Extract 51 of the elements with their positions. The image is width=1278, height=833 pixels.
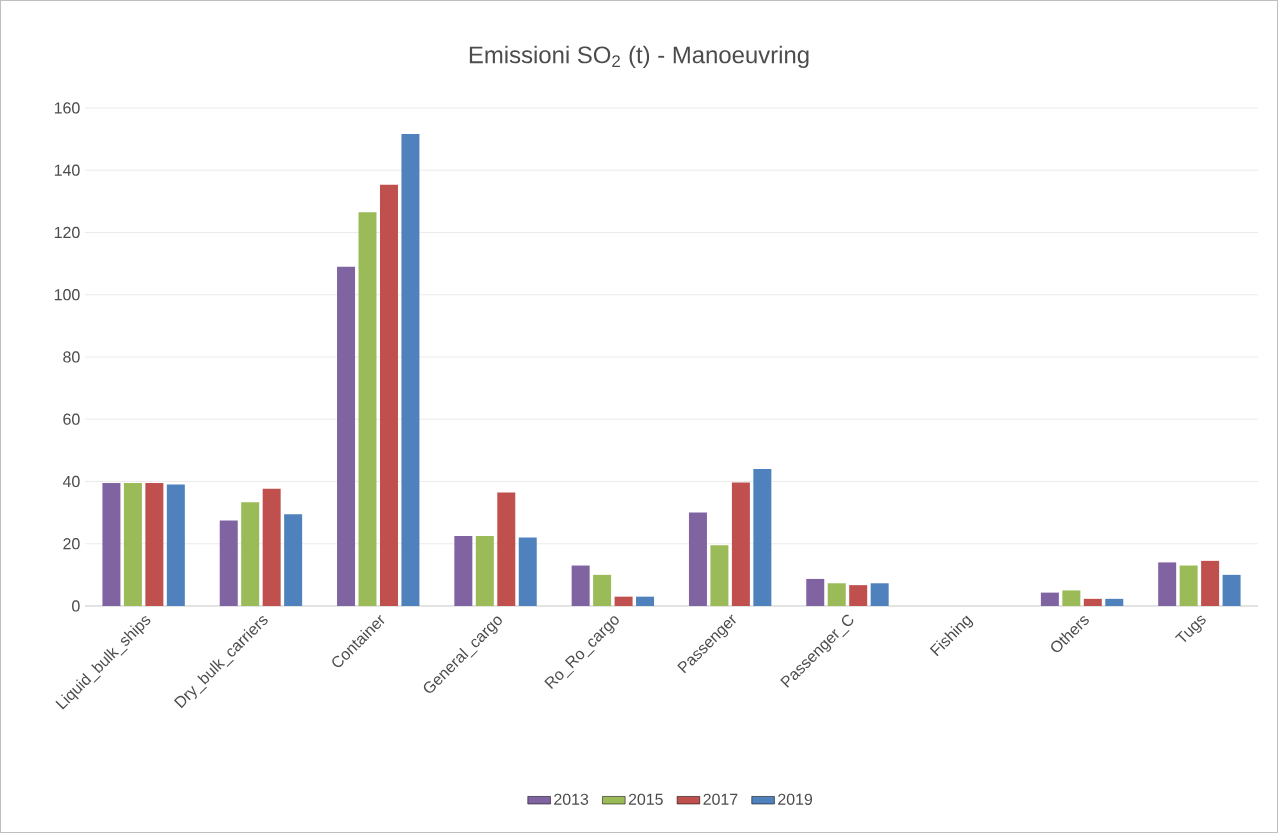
y-tick-label: 40 xyxy=(62,475,80,488)
bar xyxy=(123,483,142,606)
bar xyxy=(806,578,825,606)
bar xyxy=(571,565,590,606)
bar xyxy=(1062,590,1081,606)
y-tick-label: 100 xyxy=(54,289,80,301)
y-tick-label: 60 xyxy=(63,413,80,425)
bar xyxy=(241,502,260,606)
bar xyxy=(688,512,707,606)
bar xyxy=(166,484,185,606)
bar xyxy=(497,492,516,606)
chart-title: Emissioni SO$_{2}$ (t) - Manoeuvring xyxy=(469,45,809,69)
bar xyxy=(219,520,238,606)
bar xyxy=(1179,565,1198,606)
x-tick-label: Tugs xyxy=(1174,615,1206,643)
bar xyxy=(145,483,164,606)
bar xyxy=(870,583,889,606)
bar xyxy=(379,184,398,606)
bar xyxy=(593,574,612,606)
y-tick-label: 160 xyxy=(54,102,80,114)
bar xyxy=(262,488,281,606)
bar xyxy=(518,537,537,606)
bar xyxy=(1040,592,1059,606)
bar xyxy=(284,514,303,606)
legend-label: 2015 xyxy=(628,793,663,805)
bar xyxy=(102,483,121,606)
bar xyxy=(475,535,494,606)
legend-label: 2017 xyxy=(703,793,738,805)
bar xyxy=(827,583,846,606)
y-tick-label: 80 xyxy=(63,351,80,363)
bar xyxy=(454,535,473,606)
bar xyxy=(636,596,655,606)
bar xyxy=(753,469,772,606)
bar xyxy=(614,596,633,606)
y-tick-label: 140 xyxy=(54,164,80,176)
bar xyxy=(1083,598,1102,606)
bar xyxy=(710,545,729,606)
bar xyxy=(849,585,868,606)
legend-label: 2013 xyxy=(554,793,589,805)
y-tick-label: 120 xyxy=(54,226,80,239)
y-tick-label: 20 xyxy=(63,538,80,550)
bar xyxy=(1158,562,1177,606)
bar xyxy=(337,266,356,606)
bar xyxy=(401,134,420,606)
legend-label: 2019 xyxy=(778,793,813,805)
bar xyxy=(1105,598,1124,606)
bar xyxy=(1201,560,1220,606)
bar xyxy=(731,482,750,606)
y-tick-label: 0 xyxy=(72,600,80,612)
bar xyxy=(358,212,377,606)
bar xyxy=(1222,574,1241,606)
